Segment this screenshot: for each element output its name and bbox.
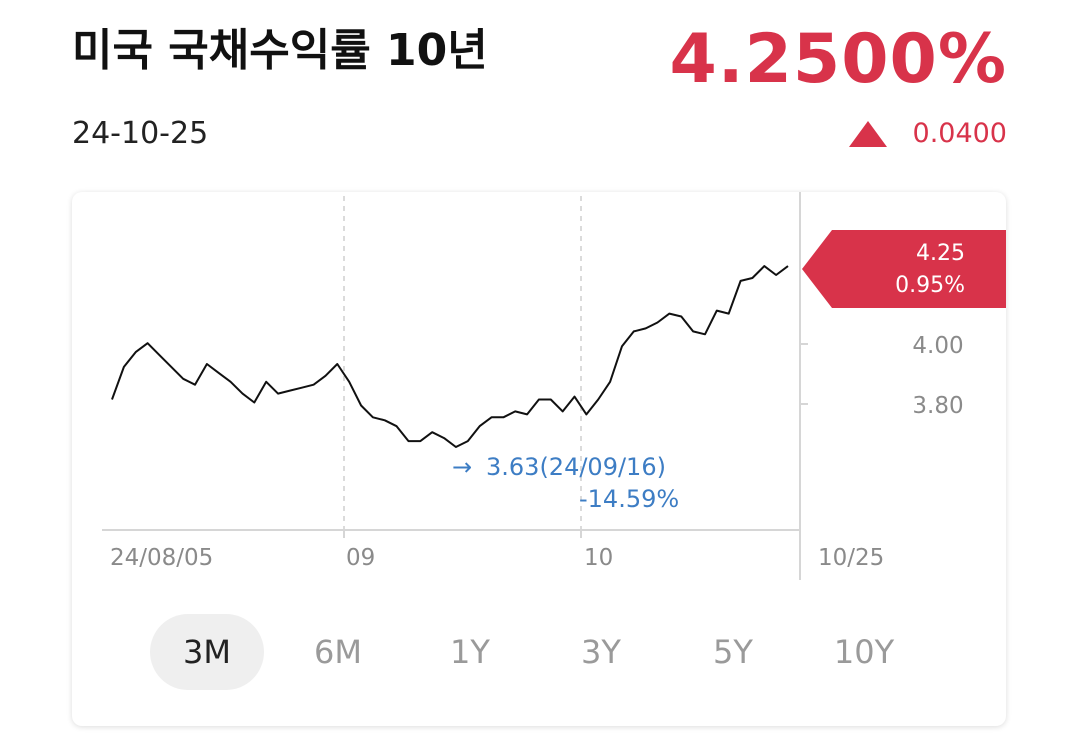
current-value-badge: 4.25 0.95% (802, 230, 1006, 308)
current-value-label: 4.25 (916, 241, 965, 266)
y-tick-label: 3.80 (912, 393, 963, 419)
low-point-label: 3.63(24/09/16) (486, 453, 666, 481)
low-point-percent: -14.59% (579, 485, 679, 513)
current-percent-label: 0.95% (895, 273, 965, 298)
chart-card: 4.25 0.95% 4.00 3.80 24/08/05 09 10 10/2… (72, 192, 1006, 726)
period-tabs: 3M 6M 1Y 3Y 5Y 10Y (150, 614, 910, 690)
series-line (111, 265, 789, 448)
triangle-up-icon (848, 120, 887, 147)
tab-10y[interactable]: 10Y (833, 633, 895, 671)
x-tick-label: 10/25 (818, 545, 884, 571)
tab-3m[interactable]: 3M (150, 614, 264, 690)
low-point-annotation: → 3.63(24/09/16) -14.59% (452, 453, 679, 513)
x-tick-label: 24/08/05 (110, 545, 213, 571)
page-title: 미국 국채수익률 10년 (72, 25, 488, 76)
quote-date: 24-10-25 (72, 116, 209, 151)
x-tick-label: 10 (584, 545, 613, 571)
x-tick-label: 09 (346, 545, 375, 571)
tab-5y[interactable]: 5Y (713, 633, 753, 671)
change-indicator: 0.0400 (848, 118, 1007, 149)
yield-chart[interactable]: 4.25 0.95% 4.00 3.80 24/08/05 09 10 10/2… (72, 192, 1006, 612)
tab-3y[interactable]: 3Y (581, 633, 621, 671)
current-yield: 4.2500% (669, 20, 1007, 99)
arrow-right-icon: → (452, 453, 472, 481)
tab-6m[interactable]: 6M (314, 633, 362, 671)
y-tick-label: 4.00 (912, 333, 963, 359)
tab-1y[interactable]: 1Y (450, 633, 490, 671)
change-value: 0.0400 (912, 118, 1007, 149)
